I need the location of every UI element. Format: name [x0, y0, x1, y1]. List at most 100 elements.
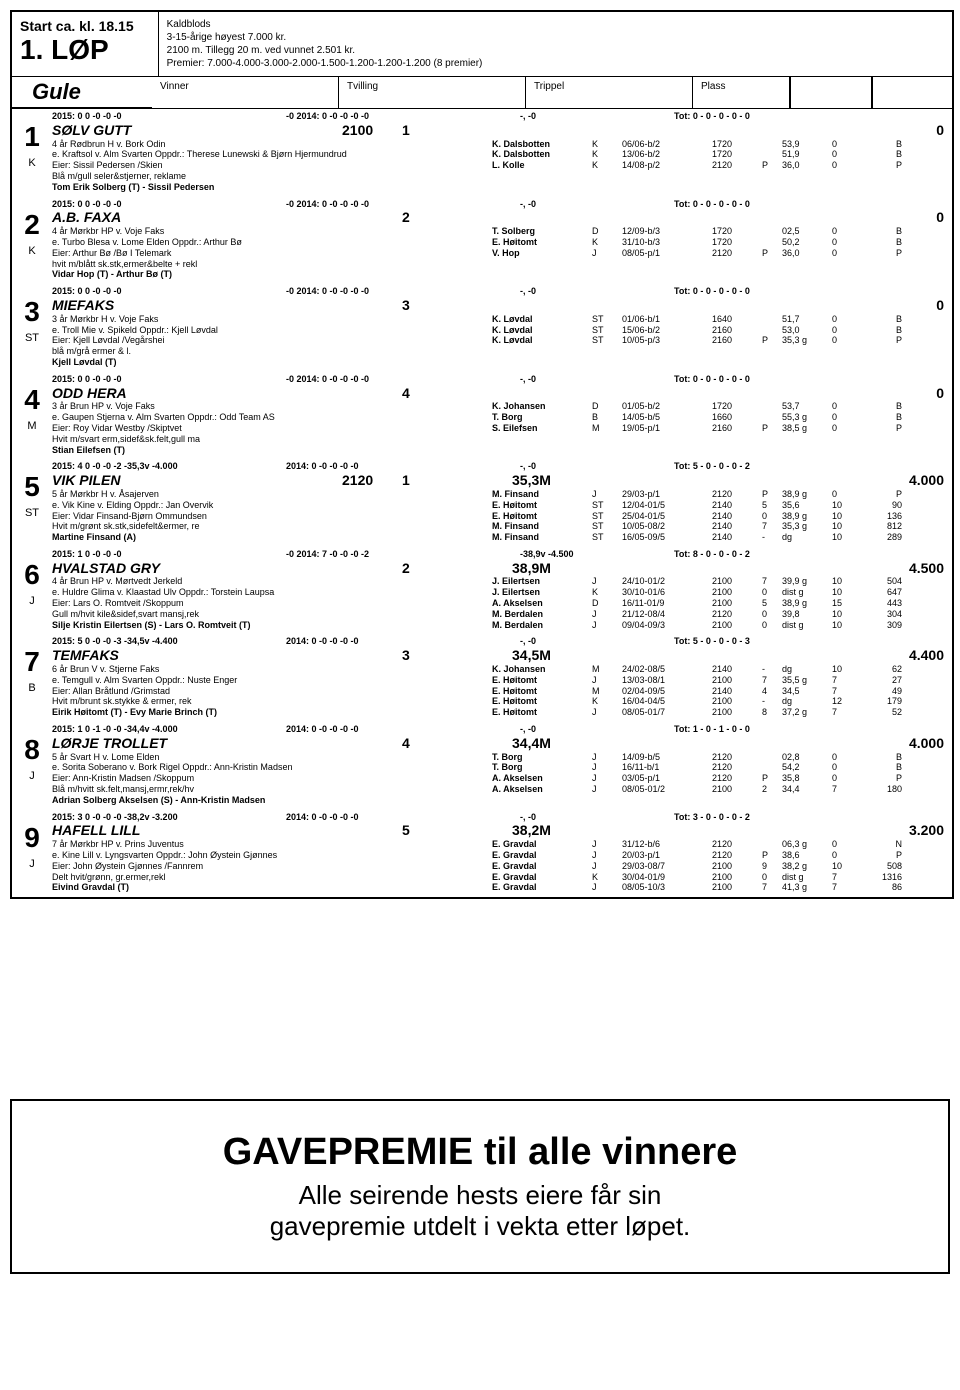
trainer: Adrian Solberg Akselsen (S) - Ann-Kristi… [52, 795, 492, 806]
info-line: e. Temgull v. Alm Svarten Oppdr.: Nuste … [52, 675, 492, 686]
result-cell: T. Solberg [492, 226, 592, 237]
result-cell: A. Akselsen [492, 773, 592, 784]
info-line: Eier: Ann-Kristin Madsen /Skoppum [52, 773, 492, 784]
entry-num-col: 9J [12, 812, 52, 894]
horse-odds: 0 [936, 209, 944, 226]
info-line: e. Gaupen Stjerna v. Alm Svarten Oppdr.:… [52, 412, 492, 423]
stat-line: 2015: 0 0 -0 -0 -0-0 2014: 0 -0 -0 -0 -0… [52, 286, 952, 297]
result-cell: 1720 [712, 139, 762, 150]
result-row: E. HøitomtM02/04-09/52140434,5749 [492, 686, 952, 697]
result-cell: dg [782, 664, 832, 675]
result-cell: K. Løvdal [492, 314, 592, 325]
entry-number: 3 [12, 298, 52, 326]
horse-name: LØRJE TROLLET [52, 735, 342, 752]
result-cell: 2100 [712, 598, 762, 609]
result-cell: 2160 [712, 335, 762, 346]
result-row: E. HøitomtJ13/03-08/12100735,5 g727 [492, 675, 952, 686]
result-cell: 24/10-01/2 [622, 576, 712, 587]
horse-dist: 35,3M [512, 472, 551, 489]
info-line: e. Sorita Soberano v. Bork Rigel Oppdr.:… [52, 762, 492, 773]
result-cell: dg [782, 696, 832, 707]
result-cell: T. Borg [492, 412, 592, 423]
result-cell: dg [782, 532, 832, 543]
result-cell: E. Høitomt [492, 237, 592, 248]
result-cell: J [592, 675, 622, 686]
result-cell: J [592, 489, 622, 500]
stat-extra: -, -0 [520, 199, 670, 210]
info-right: E. GravdalJ31/12-b/6212006,3 g0NE. Gravd… [492, 839, 952, 893]
stat2015: 2015: 1 0 -0 -0 -0 [52, 549, 282, 560]
info-left: 7 år Mørkbr HP v. Prins Juventuse. Kine … [52, 839, 492, 893]
result-cell: 2120 [712, 489, 762, 500]
info-left: 5 år Mørkbr H v. Åsajervene. Vik Kine v.… [52, 489, 492, 543]
result-cell: 1640 [712, 314, 762, 325]
result-cell: 29/03-p/1 [622, 489, 712, 500]
result-cell: P [762, 850, 782, 861]
trainer: Silje Kristin Eilertsen (S) - Lars O. Ro… [52, 620, 492, 631]
result-cell: P [762, 489, 782, 500]
result-cell: P [862, 335, 902, 346]
result-cell: 27 [862, 675, 902, 686]
result-cell: 16/11-b/1 [622, 762, 712, 773]
info-line: 4 år Mørkbr HP v. Voje Faks [52, 226, 492, 237]
stat2015: 2015: 5 0 -0 -0 -3 -34,5v -4.400 [52, 636, 282, 647]
result-cell: 14/08-p/2 [622, 160, 712, 171]
info-line: hvit m/blått sk.stk,ermer&belte + rekl [52, 259, 492, 270]
result-row: A. AkselsenJ03/05-p/12120P35,80P [492, 773, 952, 784]
result-cell: 02/04-09/5 [622, 686, 712, 697]
result-cell: M. Finsand [492, 489, 592, 500]
trainer: Kjell Løvdal (T) [52, 357, 492, 368]
info-line: 7 år Mørkbr HP v. Prins Juventus [52, 839, 492, 850]
result-row: E. HøitomtK16/04-04/52100-dg12179 [492, 696, 952, 707]
info-line: e. Troll Mie v. Spikeld Oppdr.: Kjell Lø… [52, 325, 492, 336]
entry-letter: K [12, 157, 52, 169]
result-cell: 35,5 g [782, 675, 832, 686]
result-cell: dist g [782, 620, 832, 631]
result-cell: - [762, 532, 782, 543]
result-cell: 1316 [862, 872, 902, 883]
result-cell: 2120 [712, 850, 762, 861]
result-cell: 0 [762, 609, 782, 620]
entry-letter: ST [12, 332, 52, 344]
info-line: Gull m/hvit kile&sidef,svart mansj,rek [52, 609, 492, 620]
result-cell: K. Johansen [492, 401, 592, 412]
result-cell: 180 [862, 784, 902, 795]
result-cell: 0 [762, 511, 782, 522]
result-cell: 2100 [712, 675, 762, 686]
race-number: 1. LØP [20, 36, 134, 64]
result-row: E. GravdalJ29/03-08/72100938,2 g10508 [492, 861, 952, 872]
result-cell: ST [592, 335, 622, 346]
result-cell [762, 412, 782, 423]
result-row: M. FinsandST10/05-08/22140735,3 g10812 [492, 521, 952, 532]
result-cell: 0 [762, 872, 782, 883]
stat-tot: Tot: 5 - 0 - 0 - 0 - 2 [674, 461, 750, 472]
result-cell: 4 [762, 686, 782, 697]
result-cell: 30/10-01/6 [622, 587, 712, 598]
result-cell [762, 226, 782, 237]
result-row: T. SolbergD12/09-b/3172002,50B [492, 226, 952, 237]
result-cell: 2100 [712, 861, 762, 872]
stat2014: -0 2014: 7 -0 -0 -0 -2 [286, 549, 516, 560]
result-cell: P [862, 423, 902, 434]
info-left: 5 år Svart H v. Lome Eldene. Sorita Sobe… [52, 752, 492, 806]
result-cell: 10 [832, 587, 862, 598]
result-cell: 7 [762, 521, 782, 532]
horse-odds: 4.000 [909, 735, 944, 752]
result-cell: 0 [832, 335, 862, 346]
result-cell: E. Gravdal [492, 882, 592, 893]
result-cell: 12/09-b/3 [622, 226, 712, 237]
stat2015: 2015: 0 0 -0 -0 -0 [52, 286, 282, 297]
result-cell: 5 [762, 500, 782, 511]
trainer: Stian Eilefsen (T) [52, 445, 492, 456]
result-cell: S. Eilefsen [492, 423, 592, 434]
horse-dist: 38,2M [512, 822, 551, 839]
result-cell: 0 [832, 839, 862, 850]
result-cell: 0 [832, 314, 862, 325]
entry-num-col: 4M [12, 374, 52, 456]
result-cell: 1720 [712, 401, 762, 412]
result-cell: 7 [832, 707, 862, 718]
stat-extra: -38,9v -4.500 [520, 549, 670, 560]
stat-tot: Tot: 0 - 0 - 0 - 0 - 0 [674, 199, 750, 210]
cond-line: 2100 m. Tillegg 20 m. ved vunnet 2.501 k… [167, 44, 483, 57]
result-row: T. BorgJ14/09-b/5212002,80B [492, 752, 952, 763]
